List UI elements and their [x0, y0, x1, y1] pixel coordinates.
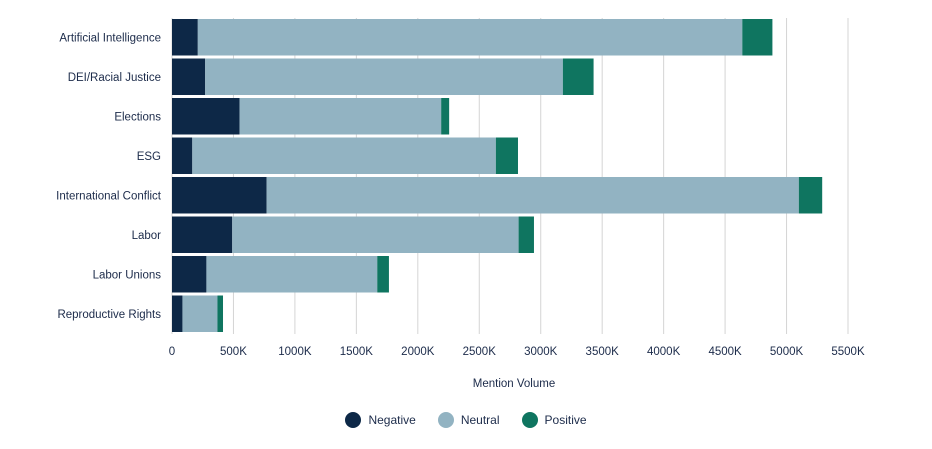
bar-negative-4[interactable] [172, 177, 267, 214]
bar-negative-1[interactable] [172, 58, 206, 96]
x-tick-labels: 0 500K 1000K 1500K 2000K 2500K 3000K 3500K 4000K… [169, 346, 865, 358]
category-label: International Conflict [56, 190, 162, 202]
category-label: Elections [114, 111, 161, 123]
bar-neutral-7[interactable] [182, 295, 218, 333]
category-label: DEI/Racial Justice [68, 72, 161, 84]
bar-neutral-6[interactable] [206, 256, 378, 293]
bar-positive-2[interactable] [441, 98, 450, 135]
bar-positive-0[interactable] [742, 19, 773, 56]
category-label: Labor [132, 230, 162, 242]
legend: Negative Neutral Positive [0, 412, 932, 428]
x-tick-label: 0 [169, 346, 175, 358]
legend-item-positive[interactable]: Positive [521, 412, 587, 428]
bar-neutral-1[interactable] [205, 58, 563, 96]
bar-negative-6[interactable] [172, 256, 207, 293]
bar-neutral-2[interactable] [239, 98, 442, 135]
category-labels: Artificial Intelligence DEI/Racial Justic… [56, 32, 162, 321]
x-tick-label: 1500K [340, 346, 374, 358]
category-label: Artificial Intelligence [59, 32, 161, 44]
legend-item-neutral[interactable]: Neutral [437, 412, 500, 428]
bar-positive-6[interactable] [377, 256, 389, 293]
bar-positive-3[interactable] [495, 137, 518, 175]
legend-swatch-positive [521, 412, 538, 428]
legend-label: Neutral [460, 413, 500, 427]
bar-negative-5[interactable] [172, 216, 233, 254]
bar-positive-5[interactable] [518, 216, 534, 254]
x-tick-label: 2500K [463, 346, 497, 358]
category-label: Reproductive Rights [57, 309, 161, 321]
x-axis-title: Mention Volume [473, 378, 555, 390]
bar-negative-0[interactable] [172, 19, 198, 56]
legend-label: Positive [544, 413, 587, 427]
bar-negative-7[interactable] [172, 295, 183, 333]
category-label: Labor Unions [93, 269, 162, 281]
x-tick-label: 5000K [770, 346, 804, 358]
legend-item-negative[interactable]: Negative [345, 412, 416, 428]
x-tick-label: 2000K [401, 346, 435, 358]
bar-positive-1[interactable] [562, 58, 594, 96]
bar-neutral-4[interactable] [266, 177, 799, 214]
category-label: ESG [137, 151, 161, 163]
x-tick-label: 4500K [708, 346, 742, 358]
x-tick-label: 1000K [278, 346, 312, 358]
x-tick-label: 3500K [586, 346, 620, 358]
bar-neutral-5[interactable] [232, 216, 519, 254]
bar-negative-2[interactable] [172, 98, 240, 135]
legend-swatch-neutral [437, 412, 454, 428]
legend-swatch-negative [345, 412, 362, 428]
bar-positive-7[interactable] [217, 295, 224, 333]
bar-negative-3[interactable] [172, 137, 193, 175]
bar-positive-4[interactable] [798, 177, 823, 214]
x-tick-label: 5500K [831, 346, 865, 358]
legend-label: Negative [368, 413, 416, 427]
bars [172, 19, 823, 333]
x-tick-label: 4000K [647, 346, 681, 358]
x-tick-label: 3000K [524, 346, 558, 358]
x-tick-label: 500K [220, 346, 247, 358]
bar-neutral-3[interactable] [192, 137, 496, 175]
bar-neutral-0[interactable] [197, 19, 743, 56]
